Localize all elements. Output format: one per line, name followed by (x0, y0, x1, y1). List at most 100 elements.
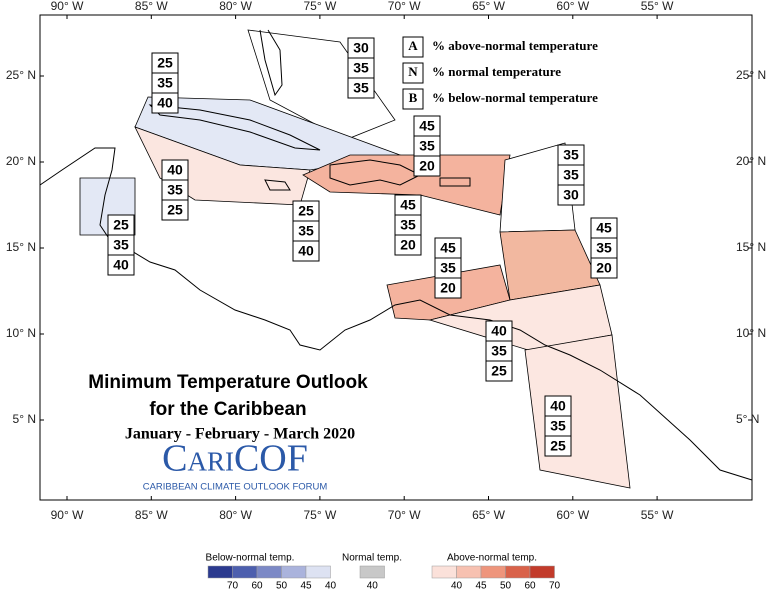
regions (79, 29, 631, 489)
region-value: 40 (491, 323, 507, 339)
lat-label-left: 15° N (6, 240, 36, 254)
lat-label-left: 25° N (6, 68, 36, 82)
region-value: 20 (596, 260, 612, 276)
region-cell (107, 254, 135, 276)
region-value: 20 (440, 280, 456, 296)
legend-swatch (529, 565, 555, 579)
legend-label: Normal temp. (342, 553, 402, 564)
region-cell (161, 199, 189, 221)
legend-tick: 60 (251, 581, 263, 590)
region-value: 35 (440, 260, 456, 276)
legend-label: Above-normal temp. (447, 553, 537, 564)
region-value: 25 (491, 363, 507, 379)
legend-swatch (207, 565, 233, 579)
region-value: 35 (563, 167, 579, 183)
legend-swatch (305, 565, 331, 579)
legend-swatch (281, 565, 307, 579)
region-hispaniola (302, 154, 511, 216)
title-line2: for the Caribbean (149, 399, 306, 420)
region-value: 20 (400, 237, 416, 253)
region-cell (557, 184, 585, 206)
region-value: 40 (113, 257, 129, 273)
lon-label-bottom: 85° W (135, 508, 168, 522)
mainland-coast (39, 147, 753, 481)
legend-tick: 40 (451, 581, 463, 590)
legend-tick: 50 (276, 581, 288, 590)
lat-label-left: 20° N (6, 154, 36, 168)
legend-swatch (256, 565, 282, 579)
key-letter: B (409, 90, 418, 105)
legend-tick: 70 (549, 581, 561, 590)
logo-name: CariCOF (162, 438, 308, 480)
legend-swatch (232, 565, 258, 579)
region-value: 35 (419, 138, 435, 154)
region-cell (413, 155, 441, 177)
lon-label-top: 75° W (303, 0, 336, 13)
region-value: 30 (563, 187, 579, 203)
region-cell (434, 277, 462, 299)
region-value: 40 (157, 95, 173, 111)
lon-label-top: 70° W (388, 0, 421, 13)
legend-label: Below-normal temp. (206, 553, 295, 564)
region-cell (590, 257, 618, 279)
legend-tick: 70 (227, 581, 239, 590)
key-text: % above-normal temperature (432, 38, 598, 53)
region-value: 25 (157, 55, 173, 71)
logo-tagline: CARIBBEAN CLIMATE OUTLOOK FORUM (143, 482, 328, 493)
key-text: % normal temperature (432, 64, 561, 79)
key-background (398, 33, 630, 113)
region-value: 40 (298, 243, 314, 259)
region-value: 45 (419, 118, 435, 134)
lon-label-bottom: 70° W (388, 508, 421, 522)
puerto-rico-coast (439, 177, 471, 187)
key-box (402, 88, 424, 110)
cuba-coast (148, 104, 321, 151)
region-value: 45 (596, 220, 612, 236)
region-value: 35 (298, 223, 314, 239)
region-value: 35 (113, 237, 129, 253)
region-value: 35 (157, 75, 173, 91)
region-value: 35 (353, 80, 369, 96)
lon-label-bottom: 55° W (641, 508, 674, 522)
region-value: 35 (563, 147, 579, 163)
lon-label-top: 90° W (51, 0, 84, 13)
lon-label-top: 80° W (219, 0, 252, 13)
region-cell (485, 360, 513, 382)
legend-swatch (505, 565, 531, 579)
key-text: % below-normal temperature (432, 90, 598, 105)
region-value: 35 (353, 60, 369, 76)
region-value: 20 (419, 158, 435, 174)
region-value: 30 (353, 40, 369, 56)
region-value: 25 (167, 202, 183, 218)
legend-tick: 45 (475, 581, 487, 590)
region-cell (292, 240, 320, 262)
region-value: 35 (596, 240, 612, 256)
region-value: 35 (491, 343, 507, 359)
legend-swatch (456, 565, 482, 579)
lon-label-bottom: 65° W (472, 508, 505, 522)
region-value: 25 (550, 438, 566, 454)
key-letter: A (408, 38, 418, 53)
region-value: 25 (298, 203, 314, 219)
coastlines (39, 29, 753, 481)
key-letter: N (408, 64, 418, 79)
lat-label-right: 25° N (736, 68, 766, 82)
legend-tick: 60 (524, 581, 536, 590)
region-value: 45 (440, 240, 456, 256)
region-value: 35 (550, 418, 566, 434)
legend-tick: 40 (325, 581, 337, 590)
key-box (402, 62, 424, 84)
lon-label-top: 85° W (135, 0, 168, 13)
legend-tick: 40 (367, 581, 379, 590)
legend-tick: 45 (300, 581, 312, 590)
jamaica-coast (264, 179, 291, 191)
florida-coast (259, 29, 283, 97)
key: A % above-normal temperature N % normal tem… (402, 36, 598, 110)
region-value: 40 (167, 162, 183, 178)
region-value: 35 (400, 217, 416, 233)
lon-label-bottom: 75° W (303, 508, 336, 522)
legend-swatch (431, 565, 457, 579)
region-cell (394, 234, 422, 256)
region-value: 25 (113, 217, 129, 233)
region-cell (151, 92, 179, 114)
